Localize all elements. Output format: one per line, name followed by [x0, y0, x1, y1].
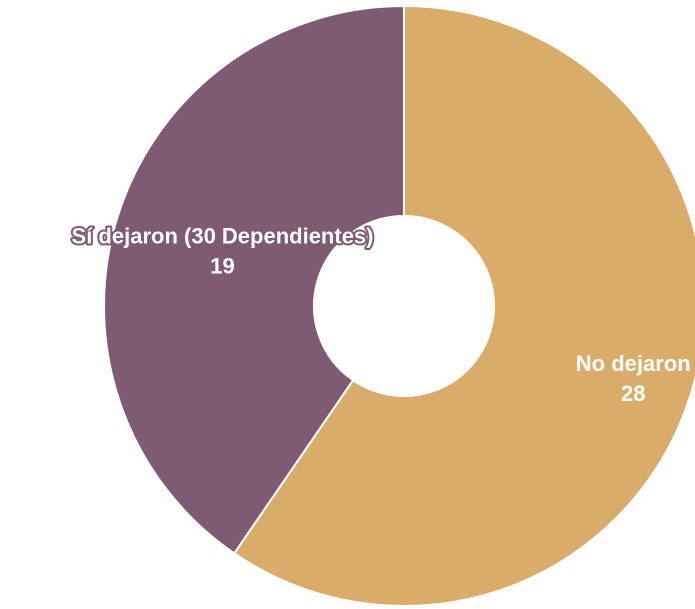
slice-no-dejaron [232, 4, 695, 607]
slice-si-dejaron [103, 4, 405, 555]
slice-no-dejaron-label: No dejaron 28 [576, 351, 691, 406]
slice-si-dejaron-value: 19 [210, 254, 234, 279]
slice-si-dejaron-label: Sí dejaron (30 Dependientes) 19 [72, 224, 374, 279]
slice-no-dejaron-name: No dejaron [576, 351, 691, 376]
slice-no-dejaron-value: 28 [621, 381, 645, 406]
slice-si-dejaron-name: Sí dejaron (30 Dependientes) [72, 224, 374, 249]
